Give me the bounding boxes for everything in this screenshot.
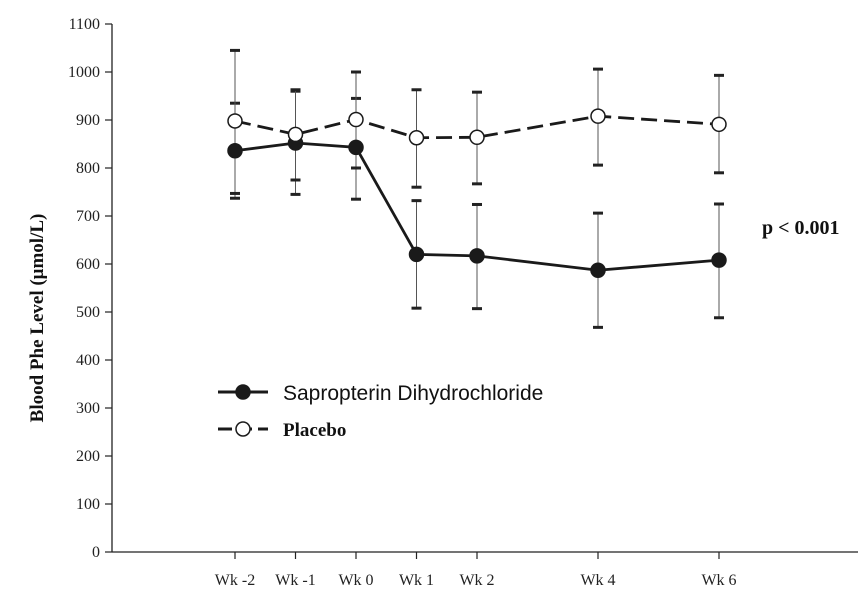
y-tick-label: 700 [76,208,100,225]
y-axis-title: Blood Phe Level (μmol/L) [27,214,48,423]
y-tick-label: 300 [76,400,100,417]
legend-item-sapropterin: Sapropterin Dihydrochloride [218,382,543,405]
y-tick-label: 1100 [69,16,100,33]
data-point-sapropterin [227,142,243,159]
data-point-placebo [711,116,727,133]
data-point-placebo [469,129,485,146]
y-tick-label: 800 [76,160,100,177]
p-value-annotation: p < 0.001 [762,217,840,239]
error-bars [230,48,724,329]
series-markers [227,108,727,278]
legend-swatch-marker-placebo [235,421,251,437]
y-tick-label: 600 [76,256,100,273]
legend-label-sapropterin: Sapropterin Dihydrochloride [283,382,543,405]
y-tick-label: 500 [76,304,100,321]
x-tick-label: Wk -1 [275,572,315,589]
data-point-placebo [287,126,304,143]
data-point-sapropterin [590,262,606,278]
x-tick-label: Wk 1 [399,572,434,589]
x-tick-label: Wk 6 [701,572,736,589]
data-point-placebo [348,111,364,128]
data-point-placebo [408,130,425,146]
x-tick-label: Wk 2 [459,572,494,589]
legend-label-placebo: Placebo [283,420,346,441]
data-point-placebo [227,113,243,129]
legend: Sapropterin Dihydrochloride Placebo [218,382,543,441]
data-point-sapropterin [408,246,425,263]
legend-item-placebo: Placebo [218,420,346,441]
data-point-sapropterin [711,252,727,268]
x-tick-label: Wk -2 [215,572,255,589]
x-axis-ticks: Wk -2 Wk -1 Wk 0 Wk 1 Wk 2 Wk 4 Wk 6 [215,552,737,589]
legend-swatch-marker-sapropterin [235,384,251,400]
axes [111,24,858,553]
x-tick-label: Wk 4 [580,572,615,589]
y-tick-label: 100 [76,496,100,513]
y-axis-ticks: 0 100 200 300 400 500 600 700 800 900 1000 1100 [68,16,112,561]
x-tick-label: Wk 0 [338,572,373,589]
data-point-sapropterin [348,139,364,156]
y-tick-label: 200 [76,448,100,465]
data-point-placebo [590,108,606,124]
y-tick-label: 900 [76,112,100,129]
data-point-sapropterin [469,248,485,264]
y-tick-label: 400 [76,352,100,369]
y-tick-label: 0 [92,544,100,561]
y-tick-label: 1000 [68,64,100,81]
